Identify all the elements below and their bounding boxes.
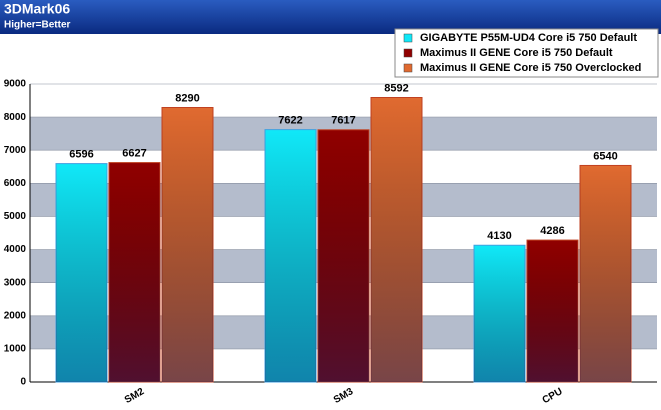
value-label: 8592 — [384, 82, 408, 94]
legend-label: Maximus II GENE Core i5 750 Default — [420, 47, 613, 59]
bar — [473, 244, 526, 383]
y-tick-label: 1000 — [4, 344, 27, 355]
plot-band — [30, 84, 657, 118]
y-tick-label: 6000 — [4, 178, 27, 189]
value-label: 6540 — [593, 150, 617, 162]
y-tick-label: 8000 — [4, 112, 27, 123]
value-label: 6627 — [122, 147, 146, 159]
value-label: 6596 — [69, 149, 93, 161]
bar — [161, 107, 214, 383]
y-tick-label: 7000 — [4, 145, 27, 156]
y-tick-label: 2000 — [4, 310, 27, 321]
value-label: 7622 — [278, 115, 302, 127]
y-tick-label: 9000 — [4, 79, 27, 90]
legend-label: Maximus II GENE Core i5 750 Overclocked — [420, 62, 641, 74]
y-tick-label: 5000 — [4, 211, 27, 222]
legend-swatch — [403, 63, 413, 73]
bar — [55, 163, 108, 383]
legend-swatch — [403, 33, 413, 43]
chart-subtitle: Higher=Better — [4, 20, 71, 31]
bar — [526, 239, 579, 383]
x-tick-label: SM3 — [332, 386, 356, 406]
x-tick-label: SM2 — [123, 386, 147, 406]
legend-swatch — [403, 48, 413, 58]
y-tick-label: 4000 — [4, 244, 27, 255]
value-label: 8290 — [175, 92, 199, 104]
x-tick-label: CPU — [541, 386, 565, 406]
chart-title: 3DMark06 — [4, 1, 70, 17]
bar — [579, 164, 632, 383]
y-tick-label: 3000 — [4, 277, 27, 288]
legend-label: GIGABYTE P55M-UD4 Core i5 750 Default — [420, 32, 637, 44]
header-band — [0, 0, 661, 34]
bar — [317, 129, 370, 383]
bar — [108, 162, 161, 383]
bar — [370, 97, 423, 383]
value-label: 4286 — [540, 225, 564, 237]
value-label: 7617 — [331, 115, 355, 127]
y-tick-label: 0 — [20, 377, 26, 388]
legend-box — [394, 28, 659, 78]
value-label: 4130 — [487, 230, 511, 242]
bar — [264, 129, 317, 383]
